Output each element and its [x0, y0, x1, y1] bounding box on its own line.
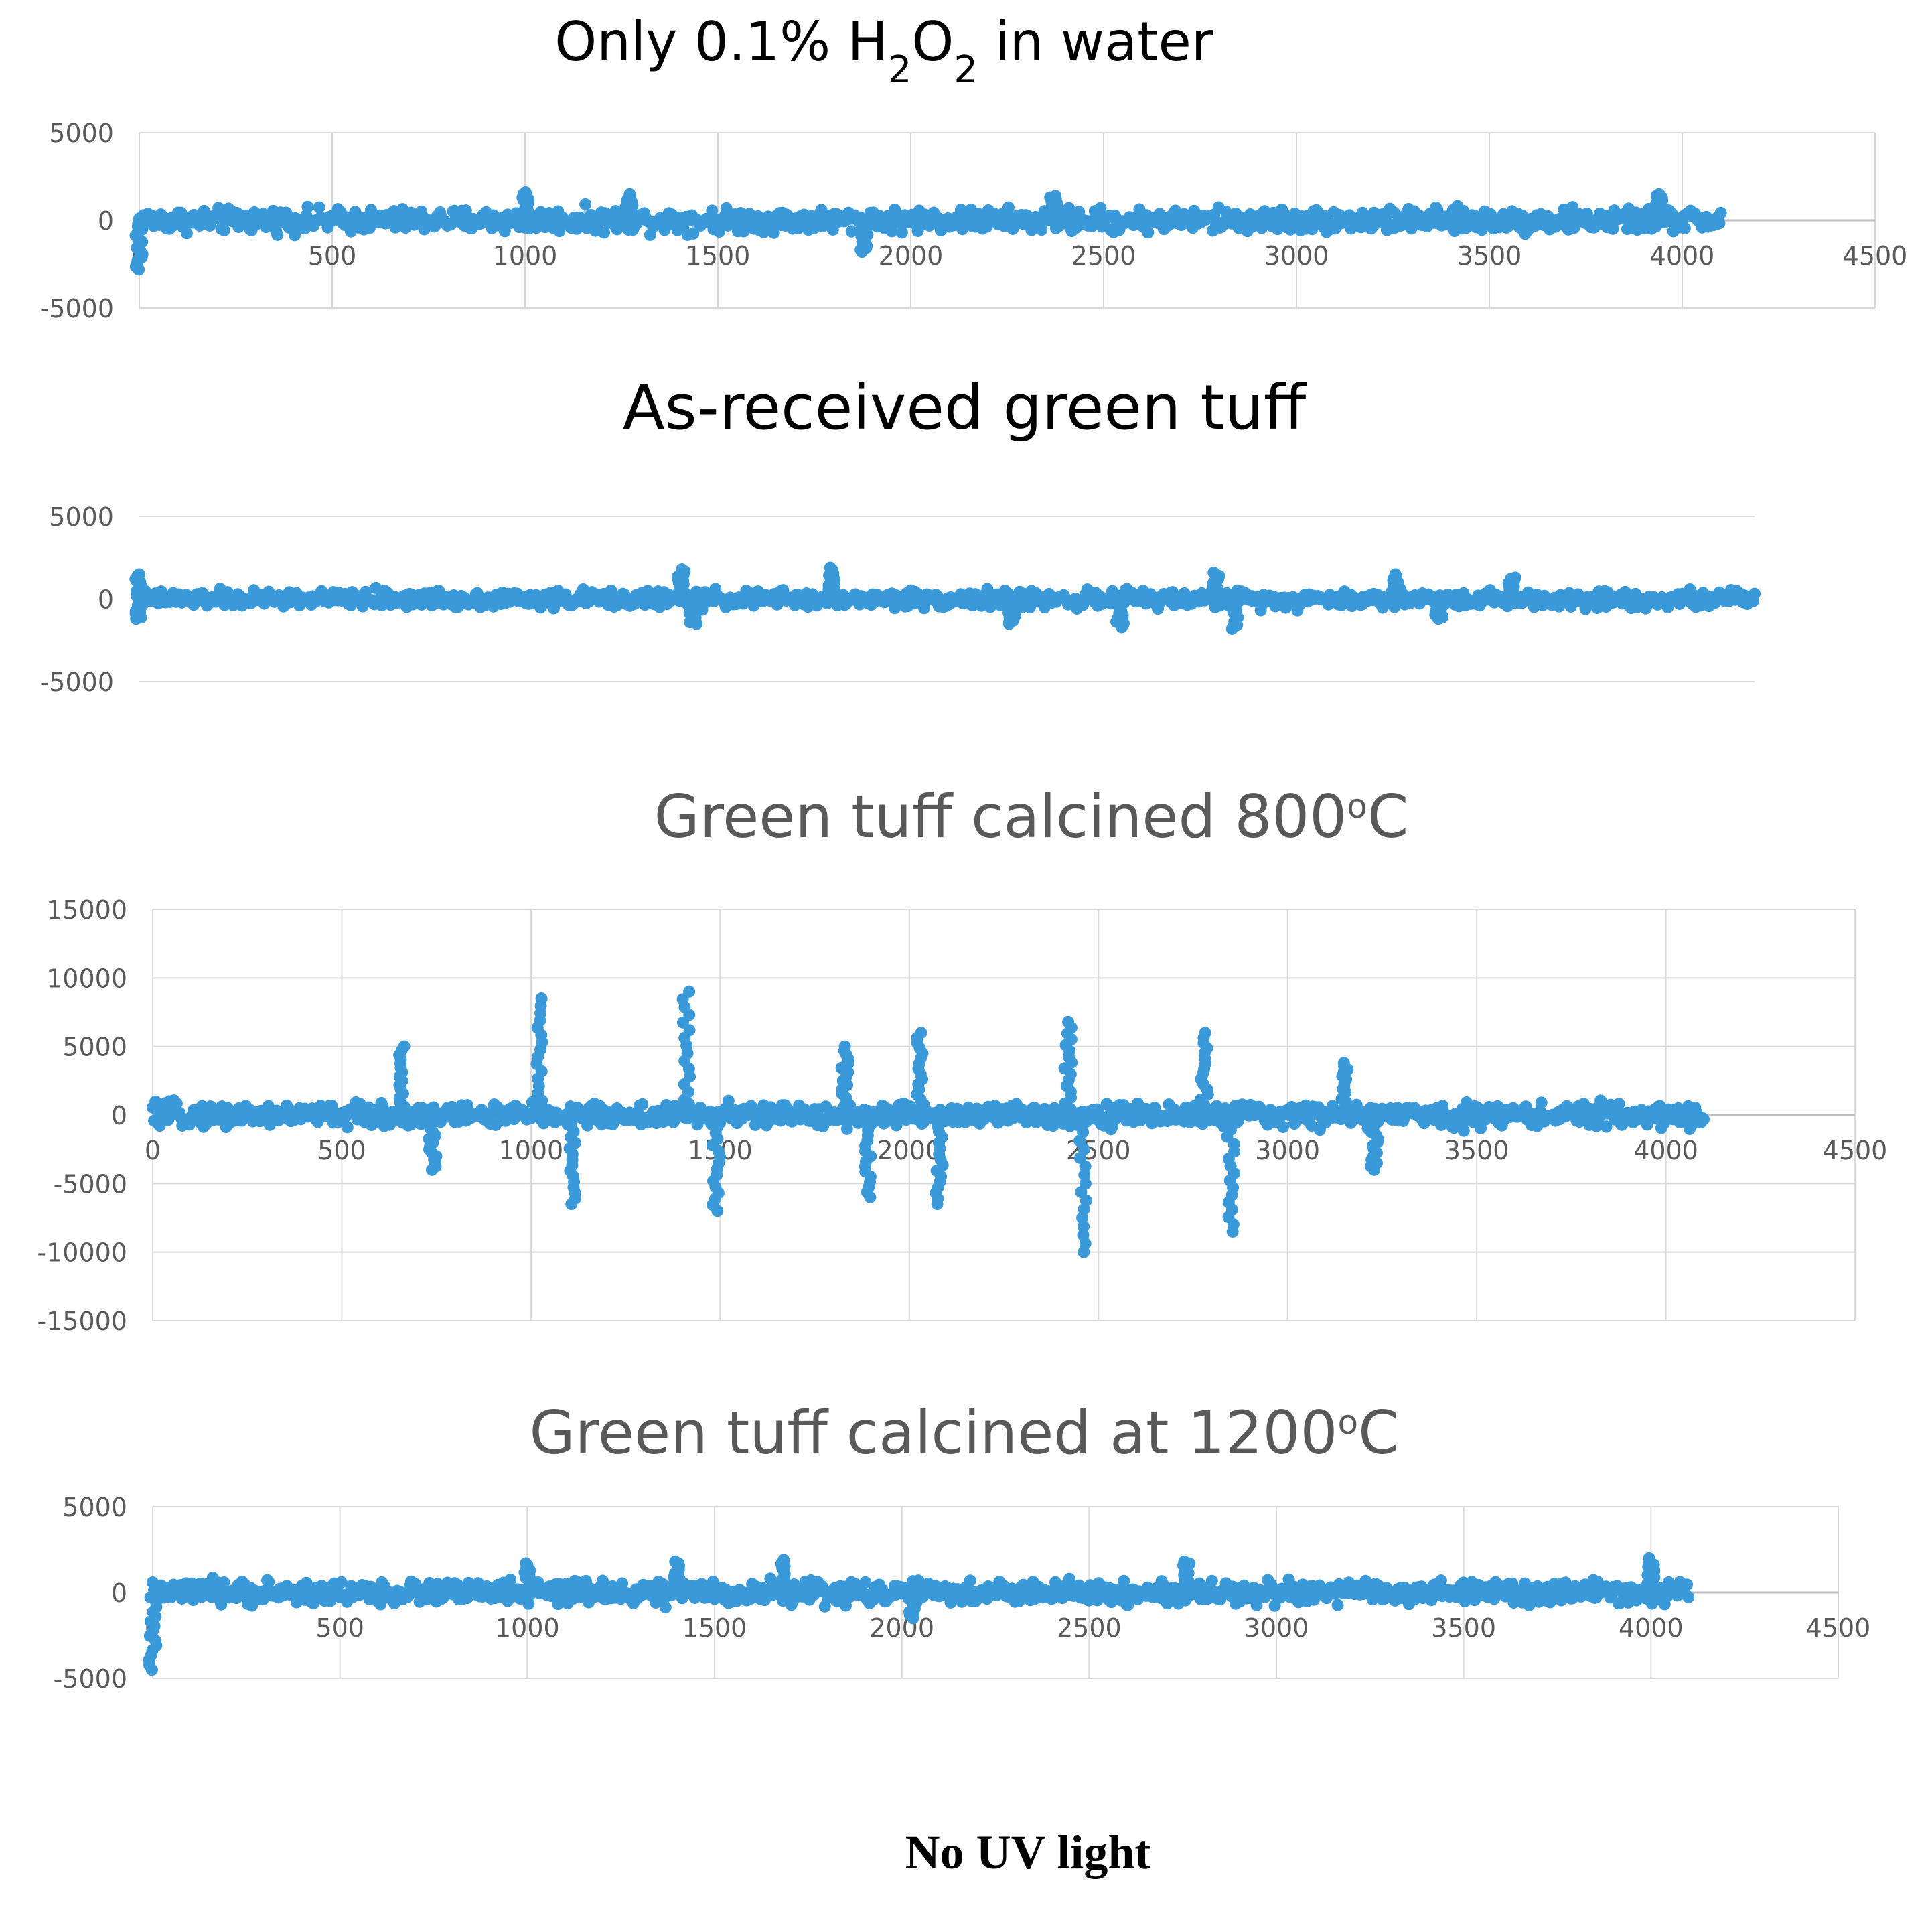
data-point-peak	[864, 1191, 877, 1203]
data-point-peak	[1432, 613, 1444, 625]
x-tick-label: 500	[315, 1613, 364, 1643]
x-tick-label: 2500	[1071, 241, 1136, 271]
data-point-peak	[690, 617, 703, 630]
y-tick-label: -10000	[37, 1238, 127, 1268]
y-tick-label: -5000	[40, 668, 114, 697]
x-tick-label: 3000	[1244, 1613, 1309, 1643]
plot-area-as-received: 5000 0 -5000	[40, 502, 1761, 697]
data-point-peak	[565, 1198, 578, 1211]
data-point-peak	[623, 188, 636, 200]
x-tick-label: 1500	[686, 241, 751, 271]
x-tick-label: 4500	[1806, 1613, 1871, 1643]
x-tick-label: 2000	[869, 1613, 934, 1643]
y-tick-label: -5000	[54, 1169, 127, 1199]
x-tick-label: 4500	[1823, 1136, 1888, 1165]
data-point-peak	[1116, 621, 1128, 634]
data-point-peak	[1062, 1015, 1075, 1028]
plot-area-calcined-800: 15000 10000 5000 0 -5000 -10000 -15000 0 500 1000…	[37, 895, 1887, 1336]
x-tick-label: 1000	[499, 1136, 564, 1165]
x-tick-label: 500	[308, 241, 357, 271]
data-point-peak	[535, 992, 548, 1005]
chart-title-h2o2: Only 0.1% H2O2 in water	[554, 11, 1213, 92]
panel-calcined-800: Green tuff calcined 800oC 15000100005000…	[37, 782, 1887, 1336]
x-tick-label: 4000	[1619, 1613, 1684, 1643]
y-tick-label: 10000	[46, 964, 127, 993]
x-tick-label: 1500	[682, 1613, 747, 1643]
x-tick-label: 4000	[1633, 1136, 1698, 1165]
y-tick-label: 5000	[62, 1033, 127, 1062]
plot-area-calcined-1200: 50000-5000050010001500200025003000350040…	[54, 1493, 1871, 1694]
data-point-peak	[1049, 190, 1062, 202]
data-point-peak	[1509, 571, 1521, 584]
data-point-peak	[1225, 622, 1238, 635]
data-point-peak	[133, 568, 145, 581]
chart-title-as-received: As-received green tuff	[623, 372, 1308, 443]
data-point-peak	[838, 1040, 851, 1053]
data-point-peak	[676, 563, 688, 576]
data-point-peak	[711, 1205, 724, 1217]
data-point-peak	[519, 186, 532, 199]
data-point-peak	[856, 246, 869, 259]
x-tick-label: 3500	[1444, 1136, 1509, 1165]
data-point-peak	[931, 1198, 944, 1211]
x-tick-label: 4500	[1843, 241, 1908, 271]
x-tick-label: 4000	[1650, 241, 1715, 271]
chart-title-calcined-800: Green tuff calcined 800oC	[654, 782, 1409, 851]
data-point-peak	[425, 1163, 438, 1176]
data-point-peak	[133, 263, 145, 276]
data-point-peak	[1002, 617, 1015, 630]
x-tick-label: 3000	[1264, 241, 1329, 271]
y-tick-label: 15000	[46, 895, 127, 925]
x-tick-label: 1000	[495, 1613, 560, 1643]
y-tick-label: 0	[111, 1101, 127, 1130]
data-point-peak	[915, 1027, 927, 1039]
chart-title-calcined-1200: Green tuff calcined at 1200oC	[529, 1398, 1399, 1467]
data-point-peak	[1207, 566, 1220, 579]
plot-area-h2o2: 50000-5000050010001500200025003000350040…	[40, 119, 1908, 323]
data-point-peak	[1226, 1225, 1239, 1238]
data-point-peak	[824, 561, 836, 574]
y-tick-label: -5000	[40, 294, 114, 323]
data-point-peak	[1337, 1057, 1350, 1069]
data-point-peak	[683, 985, 696, 998]
x-tick-label: 1000	[493, 241, 558, 271]
y-tick-label: 0	[98, 585, 114, 615]
data-point-peak	[130, 613, 143, 625]
data-point-peak	[1367, 1163, 1380, 1176]
data-point-peak	[1199, 1027, 1211, 1039]
x-tick-label: 500	[317, 1136, 366, 1165]
y-tick-label: 5000	[62, 1493, 127, 1522]
panel-h2o2-water: Only 0.1% H2O2 in water 50000-5000050010…	[40, 11, 1908, 323]
x-tick-label: 2500	[1057, 1613, 1122, 1643]
panel-as-received: As-received green tuff 5000 0 -5000	[40, 372, 1761, 697]
panel-calcined-1200: Green tuff calcined at 1200oC 5000 0 -5000…	[54, 1398, 1871, 1694]
data-point-peak	[398, 1040, 411, 1053]
x-tick-label: 3000	[1255, 1136, 1320, 1165]
data-point-peak	[1653, 188, 1665, 200]
y-tick-label: 5000	[49, 119, 114, 148]
x-tick-label: 2000	[877, 1136, 942, 1165]
y-tick-label: 5000	[49, 502, 114, 532]
x-tick-label: 2000	[879, 241, 944, 271]
y-tick-label: -15000	[37, 1307, 127, 1336]
y-tick-label: 0	[111, 1578, 127, 1608]
x-tick-label: 0	[145, 1136, 161, 1165]
x-tick-label: 3500	[1457, 241, 1522, 271]
y-tick-label: -5000	[54, 1664, 127, 1694]
data-point-peak	[1078, 1246, 1090, 1258]
y-tick-label: 0	[98, 206, 114, 236]
data-point-peak	[1389, 568, 1402, 581]
x-tick-label: 3500	[1431, 1613, 1496, 1643]
